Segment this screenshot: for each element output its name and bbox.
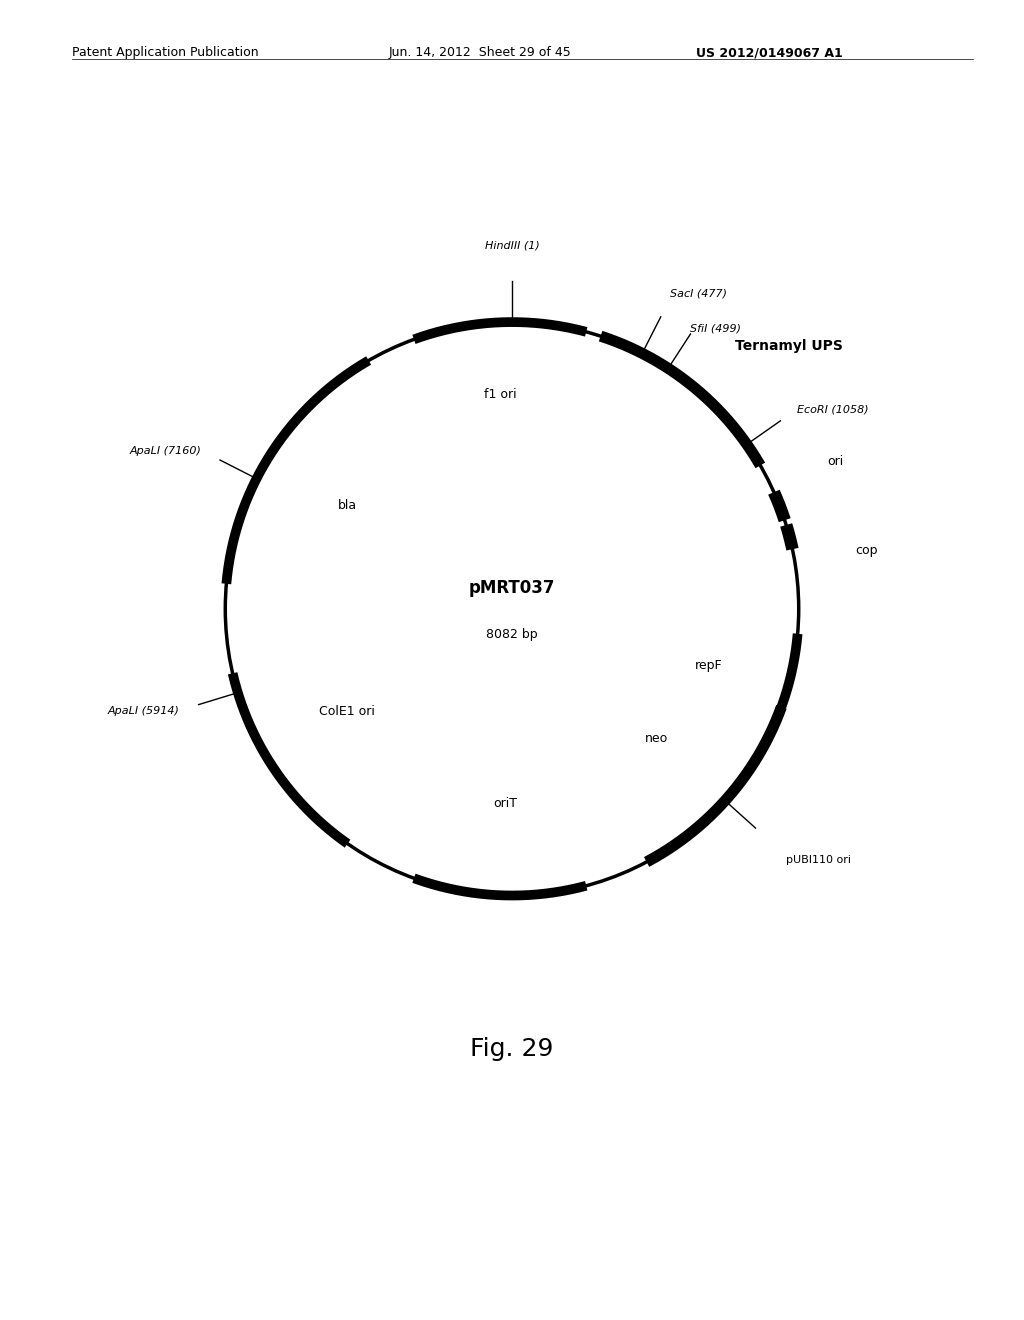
Text: pMRT037: pMRT037 [469,579,555,598]
Text: ApaLI (7160): ApaLI (7160) [130,446,202,455]
Text: 8082 bp: 8082 bp [486,628,538,642]
Text: neo: neo [645,733,669,746]
Text: cop: cop [855,544,878,557]
Text: ApaLI (5914): ApaLI (5914) [108,706,179,715]
Text: ColE1 ori: ColE1 ori [319,705,375,718]
Text: Fig. 29: Fig. 29 [470,1038,554,1061]
Text: bla: bla [338,499,356,512]
Text: US 2012/0149067 A1: US 2012/0149067 A1 [696,46,843,59]
Text: ori: ori [827,455,844,469]
Text: Patent Application Publication: Patent Application Publication [72,46,258,59]
Text: SfiI (499): SfiI (499) [690,323,741,334]
Text: EcoRI (1058): EcoRI (1058) [798,404,868,414]
Text: Jun. 14, 2012  Sheet 29 of 45: Jun. 14, 2012 Sheet 29 of 45 [389,46,571,59]
Text: pUBI110 ori: pUBI110 ori [786,855,851,866]
Text: Ternamyl UPS: Ternamyl UPS [735,339,843,354]
Text: HindIII (1): HindIII (1) [484,240,540,251]
Text: repF: repF [695,659,723,672]
Text: oriT: oriT [494,797,517,809]
Text: SacI (477): SacI (477) [670,289,727,298]
Text: f1 ori: f1 ori [484,388,517,400]
